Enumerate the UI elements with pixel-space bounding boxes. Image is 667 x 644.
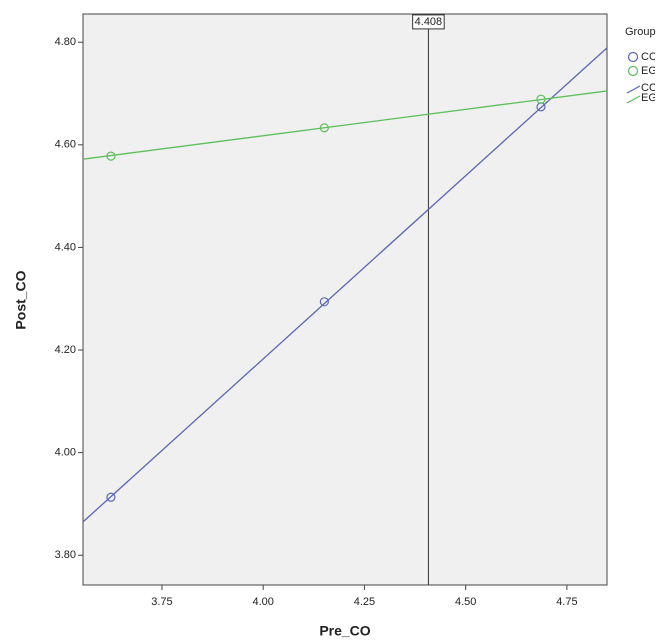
legend-line <box>626 95 641 104</box>
fit-line <box>82 47 608 523</box>
x-tick-label: 4.75 <box>556 596 577 608</box>
x-axis-title: Pre_CO <box>319 623 370 639</box>
plot-area <box>82 13 608 586</box>
fit-line <box>82 90 608 160</box>
y-tick-label: 3.80 <box>55 549 76 561</box>
y-tick-label: 4.40 <box>55 241 76 253</box>
legend-marker <box>627 65 639 77</box>
x-tick-label: 3.75 <box>151 596 172 608</box>
y-tick-label: 4.00 <box>55 447 76 459</box>
legend-line <box>626 85 641 94</box>
y-tick-label: 4.80 <box>55 36 76 48</box>
legend-label: EG <box>641 65 657 77</box>
legend-marker <box>627 51 639 63</box>
x-tick-label: 4.50 <box>455 596 476 608</box>
point <box>106 492 116 502</box>
legend-title: Group <box>625 26 656 38</box>
point <box>106 151 116 161</box>
reference-label: 4.408 <box>415 16 443 28</box>
point <box>319 297 329 307</box>
legend-label: EG <box>641 92 657 104</box>
y-tick-label: 4.60 <box>55 139 76 151</box>
point <box>319 123 329 133</box>
point <box>536 94 546 104</box>
x-tick-label: 4.00 <box>252 596 273 608</box>
y-axis-title: Post_CO <box>13 270 29 329</box>
legend-label: CO <box>641 51 658 63</box>
legend-label: CO <box>641 82 658 94</box>
reference-label-box <box>412 14 445 30</box>
y-tick-label: 4.20 <box>55 344 76 356</box>
x-tick-label: 4.25 <box>354 596 375 608</box>
